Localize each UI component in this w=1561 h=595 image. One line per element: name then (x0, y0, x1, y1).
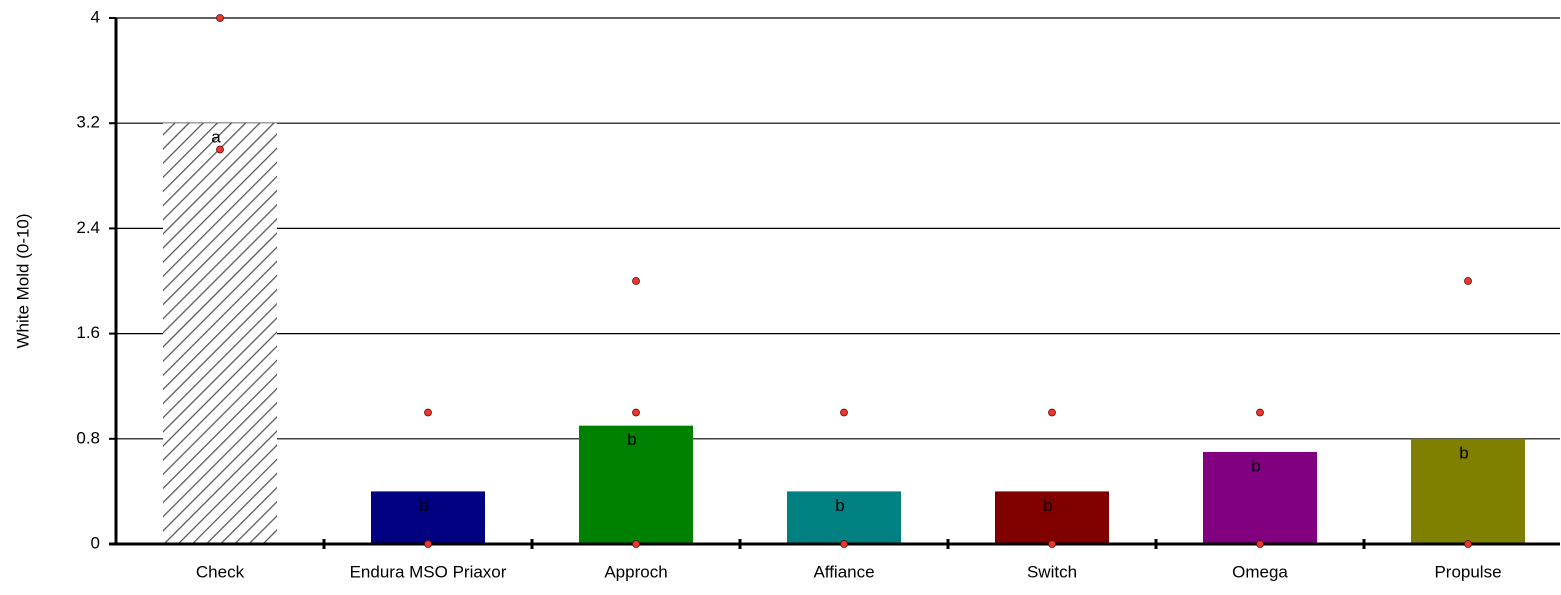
x-tick-label: Switch (1027, 562, 1077, 581)
y-tick-label: 0.8 (76, 428, 100, 447)
observation-point (840, 408, 848, 417)
observation-point (1256, 540, 1264, 548)
x-tick-label: Approch (604, 562, 667, 581)
observation-point (632, 540, 640, 548)
observation-point (424, 540, 432, 548)
x-tick-label: Check (196, 562, 245, 581)
bar (371, 491, 485, 544)
observation-point (1464, 540, 1472, 548)
observation-point (1464, 277, 1472, 285)
y-tick-label: 3.2 (76, 113, 100, 132)
y-tick-label: 0 (91, 533, 100, 552)
significance-letter: b (1251, 456, 1260, 475)
significance-letter: b (1459, 443, 1468, 462)
bar (579, 425, 693, 544)
bar (163, 123, 277, 544)
y-tick-label: 4 (91, 7, 100, 26)
x-tick-label: Affiance (813, 562, 874, 581)
significance-letter: b (627, 430, 636, 449)
observation-point (1048, 408, 1056, 417)
significance-letter: b (1043, 496, 1052, 515)
significance-letter: b (419, 496, 428, 515)
y-tick-label: 1.6 (76, 323, 100, 342)
observation-point (632, 277, 640, 285)
significance-letter: b (835, 496, 844, 515)
bar (995, 491, 1109, 544)
x-tick-label: Endura MSO Priaxor (350, 562, 507, 581)
observation-point (632, 408, 640, 417)
y-tick-label: 2.4 (76, 218, 100, 237)
observation-point (424, 408, 432, 417)
x-tick-label: Omega (1232, 562, 1288, 581)
bar (787, 491, 901, 544)
observation-point (1256, 408, 1264, 417)
bar (1203, 451, 1317, 544)
observation-point (216, 145, 224, 154)
significance-letter: a (211, 128, 221, 147)
x-tick-label: Propulse (1434, 562, 1501, 581)
observation-point (216, 14, 224, 22)
bar (1411, 438, 1525, 544)
y-axis-label: White Mold (0-10) (13, 213, 32, 348)
observation-point (840, 540, 848, 548)
observation-point (1048, 540, 1056, 548)
